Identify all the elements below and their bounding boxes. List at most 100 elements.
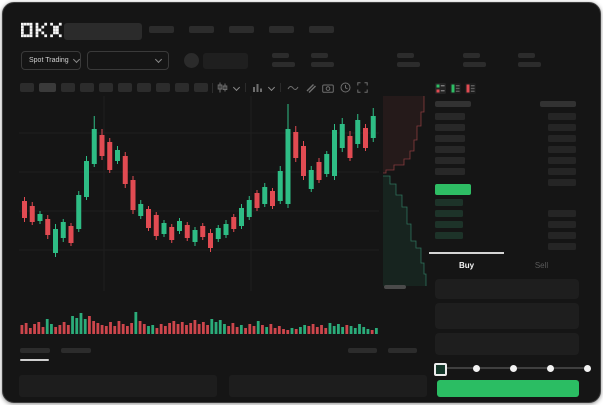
ask-row-price[interactable] (435, 146, 465, 153)
book-buy-icon[interactable] (450, 83, 461, 94)
ask-row-price[interactable] (435, 135, 465, 142)
toolbar-divider (280, 83, 281, 92)
coin-avatar (184, 53, 199, 68)
timeframe-button[interactable] (156, 83, 170, 92)
pair-name-placeholder (203, 53, 248, 69)
stat-label (311, 53, 328, 58)
toolbar-divider (212, 83, 213, 93)
price-input[interactable] (435, 279, 579, 299)
chevron-down-icon (72, 55, 80, 64)
candlestick-chart[interactable] (19, 96, 379, 291)
slider-handle[interactable] (434, 363, 447, 376)
bid-row-amount[interactable] (548, 243, 576, 250)
nav-item[interactable] (269, 26, 294, 33)
candle-style-icon[interactable] (217, 82, 228, 93)
ask-row-amount[interactable] (548, 157, 576, 164)
slider-stop[interactable] (546, 364, 554, 372)
top-nav (149, 26, 334, 33)
orders-panel-left[interactable] (19, 375, 217, 397)
timeframe-button[interactable] (80, 83, 94, 92)
chevron-down-icon (154, 55, 163, 64)
amount-input[interactable] (435, 303, 579, 329)
nav-item[interactable] (189, 26, 214, 33)
orderbook-mode-icons (435, 83, 476, 94)
ask-row-amount[interactable] (548, 168, 576, 175)
ask-row-amount[interactable] (548, 146, 576, 153)
bid-row-price[interactable] (435, 232, 463, 239)
bid-row-price[interactable] (435, 199, 463, 206)
stat-value (311, 62, 334, 67)
indicator-icon[interactable] (252, 82, 263, 93)
timeframe-button[interactable] (20, 83, 34, 92)
chart-option-1[interactable] (348, 348, 377, 353)
nav-item[interactable] (149, 26, 174, 33)
ask-row-price[interactable] (435, 124, 465, 131)
tab-sell[interactable]: Sell (504, 255, 579, 275)
timeframe-button[interactable] (61, 83, 75, 92)
spot-trading-label: Spot Trading (29, 57, 69, 64)
chevron-down-icon[interactable] (267, 83, 276, 92)
ask-row-amount[interactable] (548, 113, 576, 120)
timeframe-button[interactable] (137, 83, 151, 92)
stat-label (397, 53, 414, 58)
fullscreen-icon[interactable] (357, 82, 368, 93)
ask-row-price[interactable] (435, 157, 465, 164)
nav-item[interactable] (309, 26, 334, 33)
active-tab-underline (20, 359, 49, 361)
search-input[interactable] (64, 23, 142, 40)
ask-row-price[interactable] (435, 168, 465, 175)
slider-stop[interactable] (509, 364, 517, 372)
draw-icon[interactable] (305, 82, 316, 93)
chevron-down-icon[interactable] (232, 83, 241, 92)
chart-option-2[interactable] (388, 348, 417, 353)
stat-value (397, 62, 420, 67)
bid-row-amount[interactable] (548, 232, 576, 239)
nav-item[interactable] (229, 26, 254, 33)
orders-panel-right[interactable] (229, 375, 427, 397)
chart-tab-2[interactable] (61, 348, 91, 353)
timeframe-button[interactable] (194, 83, 208, 92)
timeframe-button[interactable] (175, 83, 189, 92)
toolbar-divider (245, 83, 246, 92)
depth-chart[interactable] (380, 96, 428, 291)
last-price-bar[interactable] (435, 184, 471, 195)
ask-row-price[interactable] (435, 113, 465, 120)
timeframe-bar (20, 83, 208, 92)
pair-dropdown[interactable] (87, 51, 169, 70)
book-sell-icon[interactable] (465, 83, 476, 94)
tab-buy[interactable]: Buy (429, 255, 504, 275)
slider-stop[interactable] (583, 364, 591, 372)
spot-trading-dropdown[interactable]: Spot Trading (21, 51, 81, 70)
stat-label (518, 53, 535, 58)
clock-icon[interactable] (340, 82, 351, 93)
camera-icon[interactable] (322, 83, 334, 93)
ask-row-amount[interactable] (548, 135, 576, 142)
bid-row-price[interactable] (435, 210, 463, 217)
total-input[interactable] (435, 333, 579, 355)
ask-row-amount[interactable] (548, 179, 576, 186)
bid-row-amount[interactable] (548, 221, 576, 228)
stat-value (272, 62, 295, 67)
buy-submit-button[interactable] (437, 380, 579, 397)
line-tool-icon[interactable] (287, 83, 299, 93)
timeframe-button[interactable] (99, 83, 113, 92)
bid-row-price[interactable] (435, 221, 463, 228)
buy-tab-indicator (429, 252, 504, 254)
slider-stop[interactable] (472, 364, 480, 372)
ask-row-amount[interactable] (548, 124, 576, 131)
book-both-icon[interactable] (435, 83, 446, 94)
depth-scrollbar[interactable] (384, 285, 406, 289)
chart-tab-1[interactable] (20, 348, 50, 353)
volume-chart (20, 312, 378, 334)
stat-value (463, 62, 486, 67)
chart-tools (217, 82, 368, 93)
orderbook-header-amount (540, 101, 576, 107)
bid-row-amount[interactable] (548, 210, 576, 217)
okx-logo[interactable] (21, 22, 63, 38)
timeframe-button[interactable] (118, 83, 132, 92)
stat-value (518, 62, 541, 67)
timeframe-button[interactable] (39, 83, 56, 92)
stat-label (272, 53, 289, 58)
